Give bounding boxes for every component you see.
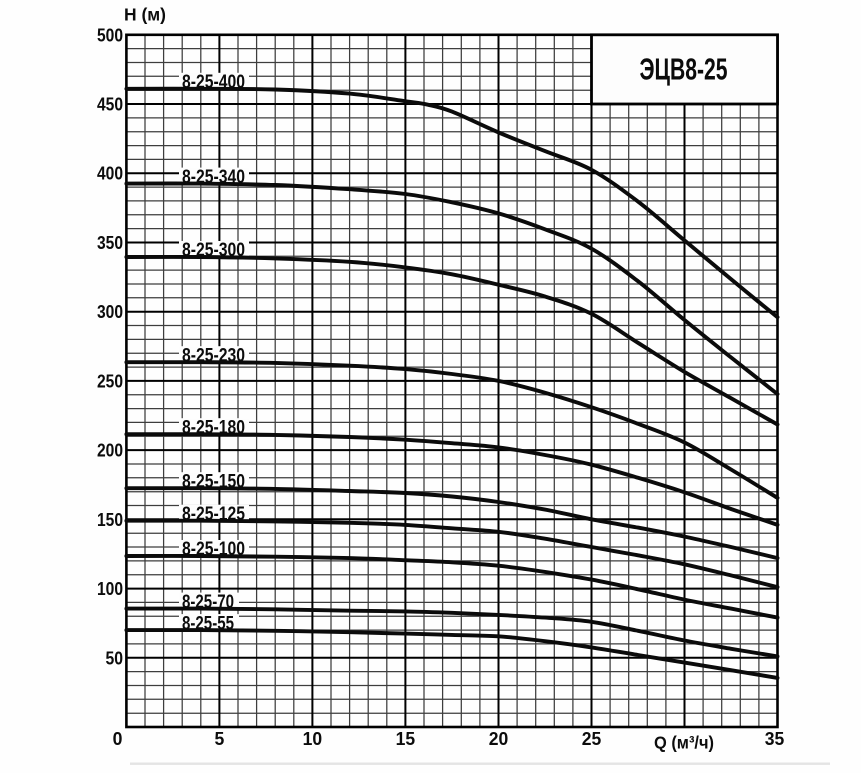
svg-text:8-25-300: 8-25-300: [182, 239, 245, 261]
svg-text:8-25-230: 8-25-230: [182, 344, 245, 366]
svg-text:450: 450: [97, 94, 123, 115]
svg-text:Q (м³/ч): Q (м³/ч): [654, 733, 714, 753]
svg-text:50: 50: [106, 647, 124, 668]
svg-text:8-25-70: 8-25-70: [182, 591, 234, 613]
svg-text:200: 200: [97, 440, 123, 461]
svg-text:100: 100: [97, 578, 123, 599]
svg-text:8-25-400: 8-25-400: [182, 71, 245, 93]
svg-text:H (м): H (м): [124, 5, 166, 25]
svg-text:400: 400: [97, 163, 123, 184]
svg-text:8-25-150: 8-25-150: [182, 470, 245, 492]
svg-text:8-25-100: 8-25-100: [182, 538, 245, 560]
svg-text:8-25-125: 8-25-125: [182, 503, 245, 525]
svg-text:8-25-55: 8-25-55: [182, 612, 234, 634]
svg-text:0: 0: [113, 728, 123, 749]
svg-text:8-25-340: 8-25-340: [182, 166, 245, 188]
svg-text:8-25-180: 8-25-180: [182, 416, 245, 438]
svg-text:500: 500: [97, 24, 123, 45]
svg-text:5: 5: [215, 728, 225, 749]
svg-text:25: 25: [582, 728, 602, 749]
svg-text:15: 15: [396, 728, 416, 749]
svg-text:20: 20: [489, 728, 509, 749]
svg-text:35: 35: [765, 728, 785, 749]
svg-text:10: 10: [303, 728, 323, 749]
svg-text:350: 350: [97, 232, 123, 253]
svg-text:150: 150: [97, 509, 123, 530]
svg-text:300: 300: [97, 301, 123, 322]
svg-text:250: 250: [97, 370, 123, 391]
svg-text:ЭЦВ8-25: ЭЦВ8-25: [640, 52, 728, 87]
